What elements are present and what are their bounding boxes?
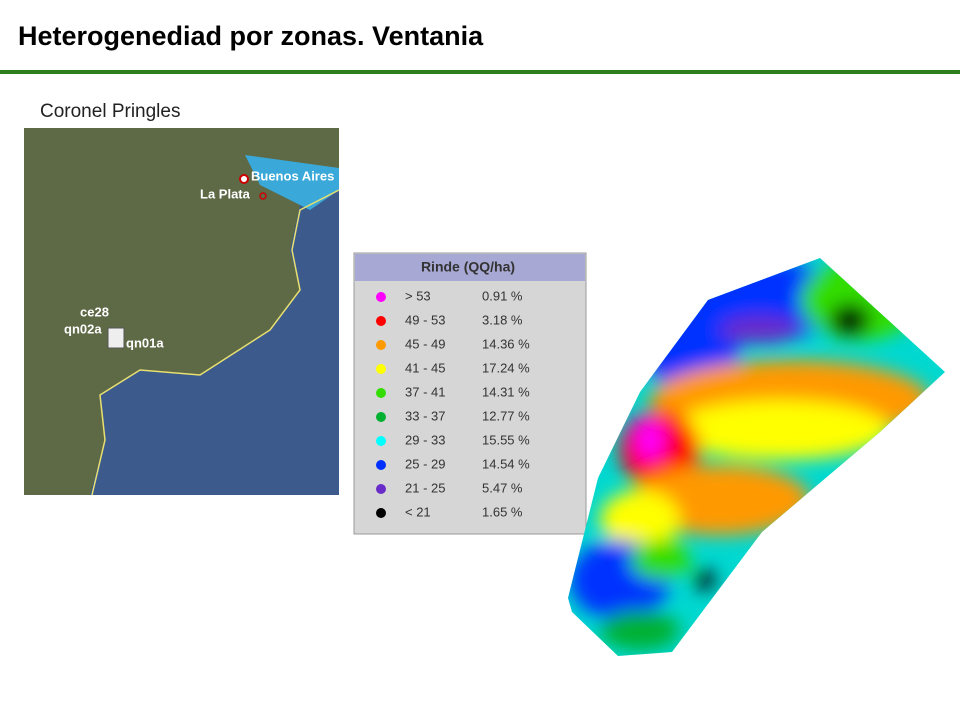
map-label: ce28 (80, 304, 109, 319)
legend-percent: 5.47 % (482, 480, 523, 495)
legend-range: < 21 (405, 504, 431, 519)
legend-percent: 12.77 % (482, 408, 530, 423)
legend-percent: 15.55 % (482, 432, 530, 447)
map-label: Buenos Aires (251, 168, 334, 183)
title-rule (0, 70, 960, 74)
legend-swatch (376, 412, 386, 422)
map-label: qn02a (64, 321, 102, 336)
map-label: La Plata (200, 186, 251, 201)
legend-range: 29 - 33 (405, 432, 445, 447)
legend-title: Rinde (QQ/ha) (421, 259, 515, 275)
legend-swatch (376, 340, 386, 350)
legend-swatch (376, 436, 386, 446)
legend: Rinde (QQ/ha) > 53 0.91 % 49 - 53 3.18 % 45 … (353, 252, 587, 535)
legend-percent: 0.91 % (482, 288, 523, 303)
subtitle: Coronel Pringles (40, 101, 180, 122)
legend-swatch (376, 388, 386, 398)
legend-range: 49 - 53 (405, 312, 445, 327)
legend-range: 45 - 49 (405, 336, 445, 351)
legend-swatch (376, 292, 386, 302)
legend-percent: 1.65 % (482, 504, 523, 519)
legend-range: 33 - 37 (405, 408, 445, 423)
legend-swatch (376, 484, 386, 494)
legend-range: 21 - 25 (405, 480, 445, 495)
map-label: qn01a (126, 335, 164, 350)
yield-map (568, 258, 945, 656)
legend-range: 41 - 45 (405, 360, 445, 375)
legend-percent: 14.36 % (482, 336, 530, 351)
legend-percent: 14.31 % (482, 384, 530, 399)
legend-range: 25 - 29 (405, 456, 445, 471)
legend-percent: 17.24 % (482, 360, 530, 375)
satellite-map: Buenos Aires La Plata ce28 qn02a qn01a (24, 128, 340, 496)
legend-range: > 53 (405, 288, 431, 303)
legend-percent: 3.18 % (482, 312, 523, 327)
legend-swatch (376, 460, 386, 470)
legend-swatch (376, 316, 386, 326)
slide-title: Heterogenediad por zonas. Ventania (18, 21, 484, 51)
legend-range: 37 - 41 (405, 384, 445, 399)
legend-swatch (376, 508, 386, 518)
legend-swatch (376, 364, 386, 374)
legend-percent: 14.54 % (482, 456, 530, 471)
